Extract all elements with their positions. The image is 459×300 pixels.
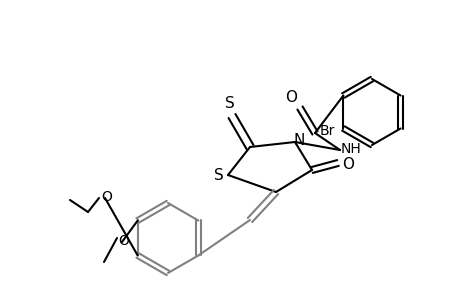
Text: NH: NH [340, 142, 361, 156]
Text: Br: Br [319, 124, 334, 137]
Text: O: O [285, 89, 297, 104]
Text: S: S [213, 169, 224, 184]
Text: S: S [224, 95, 235, 110]
Text: O: O [101, 190, 112, 204]
Text: O: O [118, 234, 129, 248]
Text: N: N [293, 133, 304, 148]
Text: O: O [341, 157, 353, 172]
